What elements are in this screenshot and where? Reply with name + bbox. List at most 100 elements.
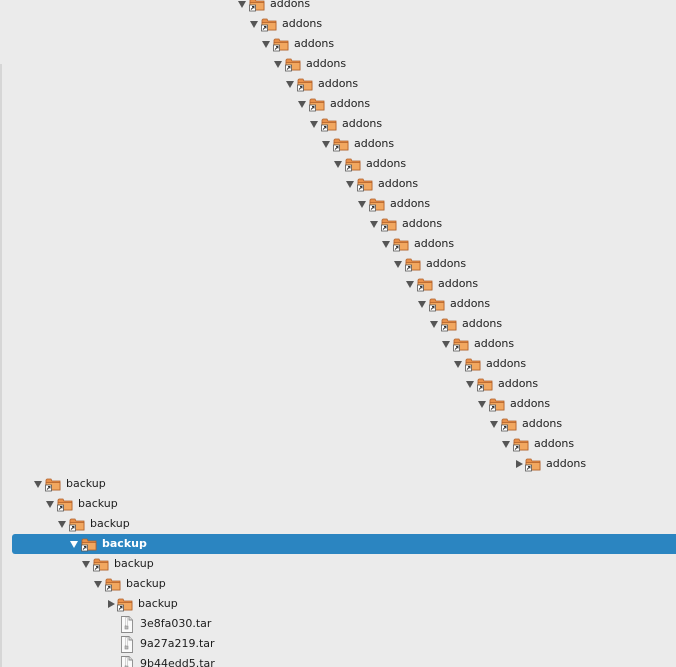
expanded-arrow-icon[interactable]: [82, 561, 90, 568]
tree-folder-addons[interactable]: addons: [0, 434, 676, 454]
collapsed-arrow-icon[interactable]: [108, 600, 115, 608]
expanded-arrow-icon[interactable]: [58, 521, 66, 528]
expanded-arrow-icon[interactable]: [466, 381, 474, 388]
expanded-arrow-icon[interactable]: [238, 1, 246, 8]
folder-name: addons: [390, 197, 431, 210]
expanded-arrow-icon[interactable]: [358, 201, 366, 208]
collapsed-arrow-icon[interactable]: [516, 460, 523, 468]
tree-folder-addons[interactable]: addons: [0, 314, 676, 334]
tree-folder-addons[interactable]: addons: [0, 54, 676, 74]
expanded-arrow-icon[interactable]: [430, 321, 438, 328]
folder-name: addons: [534, 437, 575, 450]
tree-folder-addons[interactable]: addons: [0, 254, 676, 274]
tree-folder-addons[interactable]: addons: [0, 74, 676, 94]
expanded-arrow-icon[interactable]: [346, 181, 354, 188]
tree-folder-backup[interactable]: backup: [0, 534, 676, 554]
expanded-arrow-icon[interactable]: [34, 481, 42, 488]
folder-link-icon: [93, 557, 110, 572]
expanded-arrow-icon[interactable]: [382, 241, 390, 248]
expanded-arrow-icon[interactable]: [250, 21, 258, 28]
folder-name: addons: [378, 177, 419, 190]
tree-folder-backup[interactable]: backup: [0, 594, 676, 614]
folder-link-icon: [405, 257, 422, 272]
tree-file[interactable]: 9a27a219.tar: [0, 634, 676, 654]
folder-name: addons: [402, 217, 443, 230]
folder-link-icon: [105, 577, 122, 592]
expanded-arrow-icon[interactable]: [274, 61, 282, 68]
expanded-arrow-icon[interactable]: [394, 261, 402, 268]
folder-name: addons: [486, 357, 527, 370]
folder-link-icon: [69, 517, 86, 532]
folder-name: addons: [330, 97, 371, 110]
folder-link-icon: [501, 417, 518, 432]
tree-folder-addons[interactable]: addons: [0, 454, 676, 474]
folder-name: backup: [66, 477, 106, 490]
folder-link-icon: [117, 597, 134, 612]
tree-folder-addons[interactable]: addons: [0, 194, 676, 214]
tree-folder-backup[interactable]: backup: [0, 574, 676, 594]
expanded-arrow-icon[interactable]: [406, 281, 414, 288]
folder-link-icon: [273, 37, 290, 52]
expanded-arrow-icon[interactable]: [370, 221, 378, 228]
tree-folder-addons[interactable]: addons: [0, 214, 676, 234]
tree-folder-addons[interactable]: addons: [0, 94, 676, 114]
expanded-arrow-icon[interactable]: [442, 341, 450, 348]
folder-name: addons: [306, 57, 347, 70]
tree-folder-addons[interactable]: addons: [0, 154, 676, 174]
tree-file[interactable]: 3e8fa030.tar: [0, 614, 676, 634]
expanded-arrow-icon[interactable]: [298, 101, 306, 108]
tree-folder-addons[interactable]: addons: [0, 14, 676, 34]
folder-link-icon: [333, 137, 350, 152]
tree-folder-backup[interactable]: backup: [0, 514, 676, 534]
folder-name: backup: [90, 517, 130, 530]
folder-link-icon: [357, 177, 374, 192]
expanded-arrow-icon[interactable]: [286, 81, 294, 88]
tree-folder-backup[interactable]: backup: [0, 554, 676, 574]
selection-highlight: [12, 534, 676, 554]
expanded-arrow-icon[interactable]: [70, 541, 78, 548]
expanded-arrow-icon[interactable]: [262, 41, 270, 48]
tree-folder-backup[interactable]: backup: [0, 474, 676, 494]
folder-link-icon: [477, 377, 494, 392]
tree-folder-addons[interactable]: addons: [0, 34, 676, 54]
tree-folder-addons[interactable]: addons: [0, 114, 676, 134]
expanded-arrow-icon[interactable]: [478, 401, 486, 408]
expanded-arrow-icon[interactable]: [490, 421, 498, 428]
tree-folder-addons[interactable]: addons: [0, 174, 676, 194]
folder-link-icon: [297, 77, 314, 92]
tree-folder-addons[interactable]: addons: [0, 374, 676, 394]
tree-folder-addons[interactable]: addons: [0, 294, 676, 314]
expanded-arrow-icon[interactable]: [502, 441, 510, 448]
folder-name: addons: [426, 257, 467, 270]
folder-name: addons: [414, 237, 455, 250]
folder-name: backup: [114, 557, 154, 570]
folder-name: addons: [282, 17, 323, 30]
tree-folder-addons[interactable]: addons: [0, 394, 676, 414]
expanded-arrow-icon[interactable]: [46, 501, 54, 508]
folder-link-icon: [465, 357, 482, 372]
archive-file-icon: [120, 656, 134, 667]
tree-folder-addons[interactable]: addons: [0, 414, 676, 434]
folder-link-icon: [309, 97, 326, 112]
tree-folder-addons[interactable]: addons: [0, 334, 676, 354]
expanded-arrow-icon[interactable]: [94, 581, 102, 588]
file-name: 3e8fa030.tar: [140, 617, 212, 630]
tree-folder-addons[interactable]: addons: [0, 134, 676, 154]
tree-folder-addons[interactable]: addons: [0, 354, 676, 374]
tree-folder-addons[interactable]: addons: [0, 0, 676, 14]
expanded-arrow-icon[interactable]: [334, 161, 342, 168]
folder-link-icon: [321, 117, 338, 132]
folder-name: addons: [522, 417, 563, 430]
file-name: 9b44edd5.tar: [140, 657, 215, 667]
tree-folder-addons[interactable]: addons: [0, 234, 676, 254]
tree-folder-backup[interactable]: backup: [0, 494, 676, 514]
folder-link-icon: [81, 537, 98, 552]
expanded-arrow-icon[interactable]: [310, 121, 318, 128]
expanded-arrow-icon[interactable]: [322, 141, 330, 148]
expanded-arrow-icon[interactable]: [454, 361, 462, 368]
folder-link-icon: [525, 457, 542, 472]
expanded-arrow-icon[interactable]: [418, 301, 426, 308]
tree-folder-addons[interactable]: addons: [0, 274, 676, 294]
folder-name: addons: [318, 77, 359, 90]
tree-file[interactable]: 9b44edd5.tar: [0, 654, 676, 667]
